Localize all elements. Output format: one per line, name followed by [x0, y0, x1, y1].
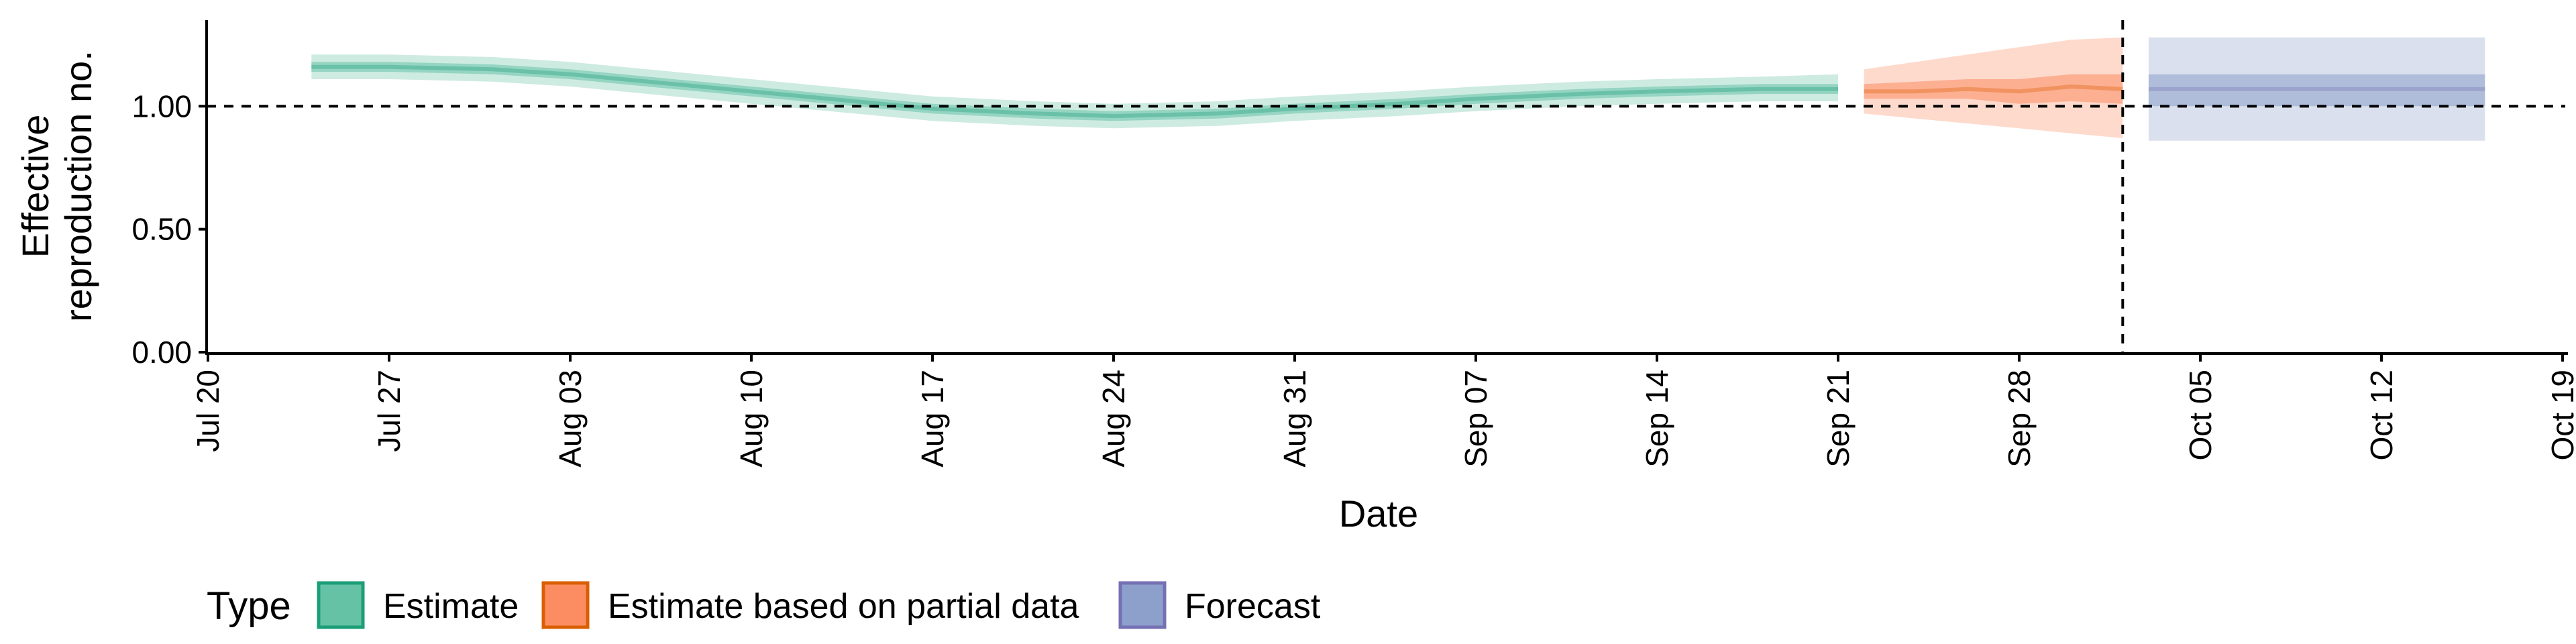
legend-swatch [317, 581, 365, 629]
legend-label: Forecast [1185, 587, 1321, 626]
estimate-ribbon-50 [311, 62, 1838, 121]
x-tick-label: Sep 14 [1640, 370, 1674, 468]
x-tick-label: Aug 03 [553, 370, 588, 468]
x-tick-label: Oct 12 [2364, 370, 2399, 461]
legend-label: Estimate based on partial data [608, 587, 1079, 626]
x-tick-label: Sep 21 [1821, 370, 1856, 468]
y-tick-label: 0.00 [131, 335, 192, 370]
legend: Type Estimate Estimate based on partial da… [207, 581, 1321, 629]
y-tick-label: 1.00 [131, 89, 192, 123]
estimate-median-line [311, 64, 1838, 119]
x-tick-label: Sep 28 [2002, 370, 2037, 468]
y-axis-title-line: reproduction no. [57, 50, 99, 322]
ribbon-layer [311, 37, 2485, 141]
estimate-based-on-partial-data-ribbon-50 [1864, 74, 2123, 104]
x-tick-label: Jul 20 [191, 370, 225, 452]
x-axis-title: Date [1339, 492, 1418, 535]
x-tick-label: Aug 31 [1277, 370, 1312, 468]
x-tick-label: Oct 05 [2183, 370, 2218, 461]
estimate-based-on-partial-data-median-line [1864, 84, 2123, 94]
reference-lines [207, 20, 2565, 354]
x-tick-label: Aug 17 [915, 370, 950, 468]
x-tick-label: Oct 19 [2545, 370, 2576, 461]
y-axis-title-line: Effective [14, 115, 56, 258]
x-tick-label: Jul 27 [372, 370, 407, 452]
legend-title: Type [207, 584, 291, 628]
axis-labels: 0.00 0.50 1.00 Jul 20 Jul 27 Aug 03 Aug 10 Aug … [14, 50, 2576, 535]
axes [199, 20, 2568, 362]
x-tick-label: Sep 07 [1458, 370, 1493, 468]
legend-swatch [541, 581, 590, 629]
y-axis-title: Effectivereproduction no. [14, 50, 99, 322]
x-tick-label: Aug 10 [734, 370, 769, 468]
legend-label: Estimate [383, 587, 519, 626]
estimate-ribbon-90 [311, 54, 1838, 129]
x-tick-label: Aug 24 [1096, 370, 1131, 468]
y-tick-label: 0.50 [131, 212, 192, 247]
legend-swatch [1118, 581, 1167, 629]
forecast-ribbon-50 [2148, 74, 2485, 107]
